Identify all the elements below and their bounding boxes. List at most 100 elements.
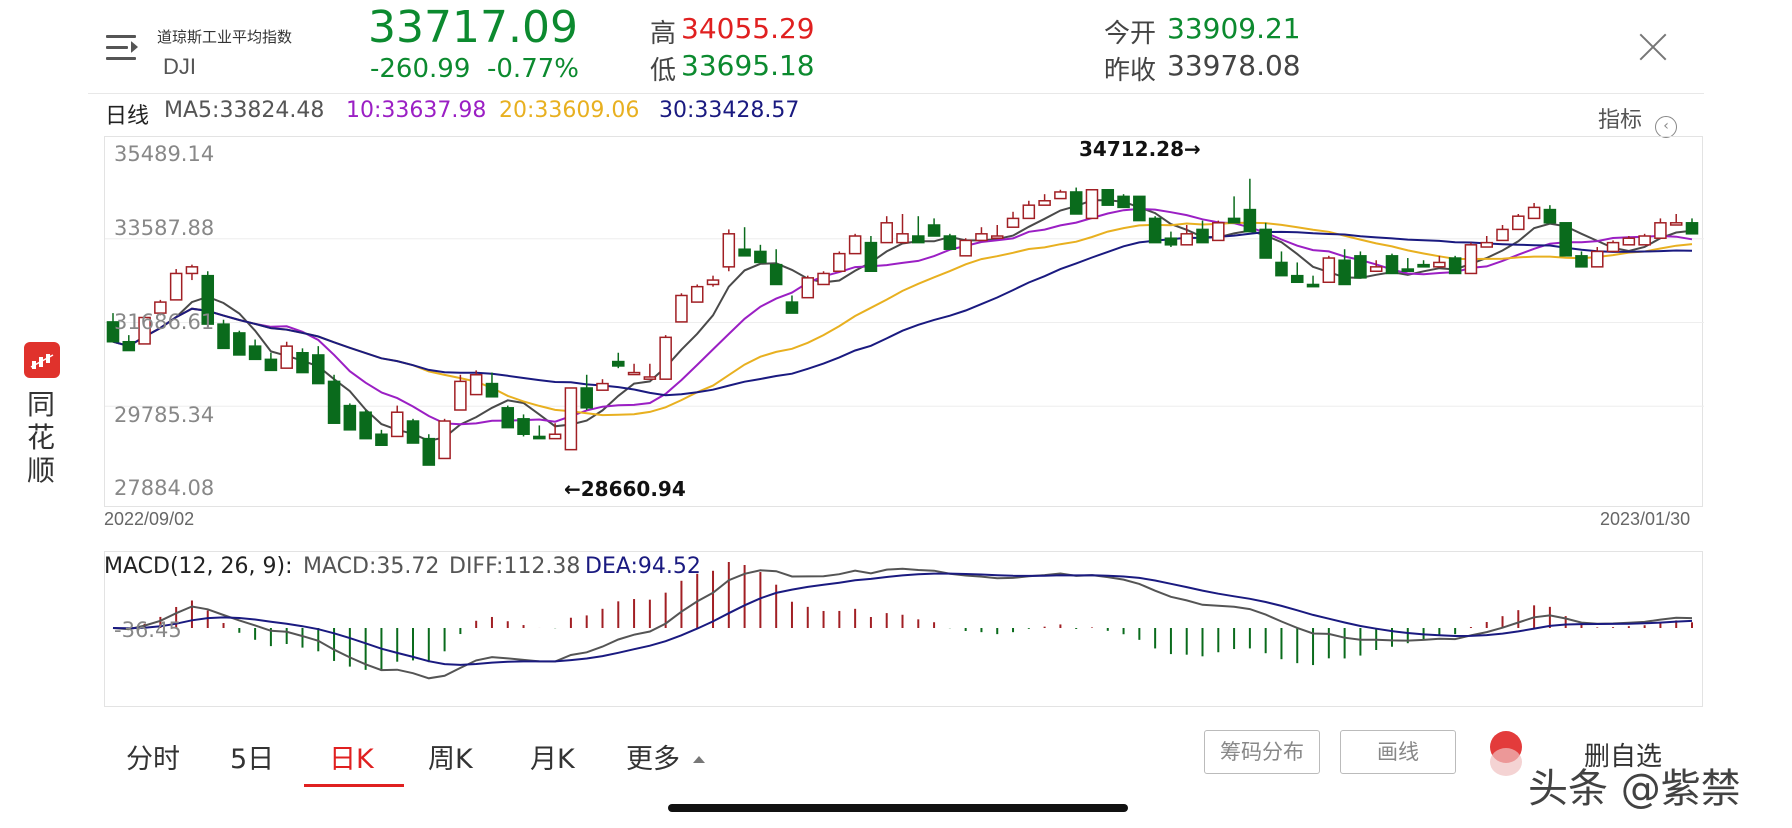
candle	[390, 405, 404, 438]
high-value: 34055.29	[681, 12, 815, 45]
candle	[280, 341, 293, 369]
candle	[359, 410, 372, 440]
macd-value: MACD:35.72	[303, 554, 440, 579]
candle	[627, 363, 641, 376]
menu-icon[interactable]	[106, 33, 140, 63]
candle-body	[580, 387, 593, 409]
candle-body	[1638, 235, 1651, 246]
macd-y-label: -36.45	[114, 618, 182, 642]
candle-body	[1669, 222, 1683, 226]
candle-body	[738, 248, 751, 257]
candle-body	[754, 250, 767, 264]
candle	[1133, 195, 1146, 222]
candle	[1512, 213, 1525, 231]
kline-chart[interactable]	[104, 136, 1704, 507]
candle	[1590, 247, 1604, 268]
candle	[185, 264, 199, 281]
candle-body	[1306, 283, 1320, 288]
candle-body	[311, 354, 325, 385]
candle-body	[1148, 217, 1162, 244]
candle-body	[375, 433, 388, 446]
candle	[422, 434, 436, 466]
ma5-value: MA5:33824.48	[164, 98, 325, 123]
candle	[1038, 194, 1051, 206]
index-code: DJI	[163, 54, 196, 79]
open-value: 33909.21	[1167, 12, 1301, 45]
candle	[975, 227, 988, 242]
candle-body	[1464, 244, 1478, 275]
tab-more[interactable]: 更多	[626, 737, 705, 776]
candle	[754, 244, 767, 264]
candle-body	[454, 380, 467, 411]
ma10-line	[112, 207, 1693, 426]
candle	[1054, 189, 1067, 200]
tab-daily-k[interactable]: 日K	[329, 744, 374, 775]
tab-monthly-k[interactable]: 月K	[530, 744, 575, 775]
indicator-button-label: 指标	[1598, 108, 1643, 133]
candle-body	[848, 235, 862, 255]
app-logo-icon[interactable]	[24, 342, 60, 378]
candle	[1385, 253, 1399, 275]
candle	[533, 425, 546, 440]
candle-body	[1401, 268, 1415, 273]
prev-close-label: 昨收	[1104, 56, 1157, 86]
candle-body	[1275, 261, 1288, 277]
candle	[580, 374, 593, 411]
candle	[154, 299, 167, 316]
candle-body	[1180, 233, 1193, 246]
candle-body	[1448, 257, 1462, 275]
indicator-button[interactable]: 指标 ‹	[1598, 102, 1678, 138]
candle-body	[296, 351, 309, 374]
candle-body	[785, 301, 799, 314]
candle-body	[1227, 217, 1241, 224]
ma30-value: 30:33428.57	[659, 98, 800, 123]
tab-timeshare[interactable]: 分时	[126, 744, 180, 775]
candle-body	[1417, 263, 1430, 268]
candle-body	[217, 323, 230, 350]
candle	[548, 423, 562, 440]
candle-body	[1369, 266, 1383, 273]
candle	[1322, 255, 1336, 284]
candle	[233, 330, 246, 356]
close-icon[interactable]	[1638, 32, 1668, 62]
candle-body	[1496, 228, 1509, 242]
candle	[1101, 189, 1115, 206]
candle	[406, 418, 420, 444]
candle-body	[517, 418, 530, 435]
candle-body	[1133, 195, 1146, 222]
candle-body	[1054, 191, 1067, 200]
candle-body	[690, 285, 704, 303]
candle	[1085, 189, 1099, 220]
candle-body	[1164, 237, 1178, 246]
tab-5day[interactable]: 5日	[230, 744, 275, 775]
candle	[596, 379, 609, 391]
price-change: -260.99	[370, 54, 471, 84]
candle	[169, 269, 183, 301]
candle-body	[1590, 250, 1604, 268]
remove-watch-button[interactable]: 删自选	[1584, 742, 1663, 772]
candle-body	[706, 279, 720, 286]
candle	[1606, 240, 1620, 253]
candle-body	[1385, 255, 1399, 275]
candle-body	[469, 374, 483, 396]
candle	[896, 213, 909, 244]
candle-body	[1575, 255, 1588, 268]
active-tab-indicator	[304, 784, 404, 787]
candle	[1243, 178, 1257, 233]
candle-body	[1101, 189, 1115, 206]
candle-body	[990, 235, 1004, 239]
macd-chart[interactable]	[104, 551, 1703, 707]
candle-body	[1480, 241, 1494, 248]
chip-distribution-button[interactable]: 筹码分布	[1204, 730, 1320, 774]
draw-line-button[interactable]: 画线	[1340, 730, 1456, 774]
tab-weekly-k[interactable]: 周K	[428, 744, 473, 775]
dea-line	[112, 572, 1693, 666]
candle-body	[1512, 215, 1525, 231]
candle-body	[880, 222, 893, 244]
candle-body	[564, 387, 578, 451]
candle	[1148, 216, 1162, 244]
candle	[1417, 260, 1430, 268]
candle-body	[154, 301, 167, 314]
candle	[1117, 194, 1130, 209]
candle-body	[1212, 222, 1225, 242]
